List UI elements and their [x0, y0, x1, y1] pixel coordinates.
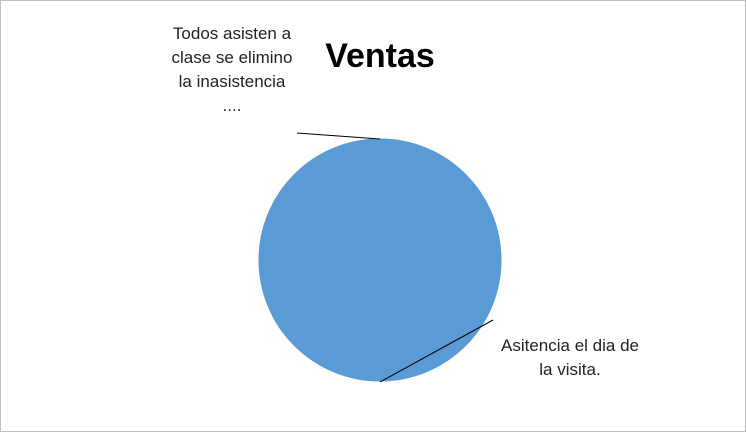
pie — [257, 137, 503, 383]
leader-line — [296, 132, 381, 140]
pie-slice — [257, 137, 503, 383]
chart-title: Ventas — [325, 37, 435, 75]
leader-line — [379, 319, 494, 383]
slice-label: Asitencia el dia de la visita. — [501, 336, 639, 379]
slice-label: Todos asisten a clase se elimino la inas… — [171, 24, 293, 115]
